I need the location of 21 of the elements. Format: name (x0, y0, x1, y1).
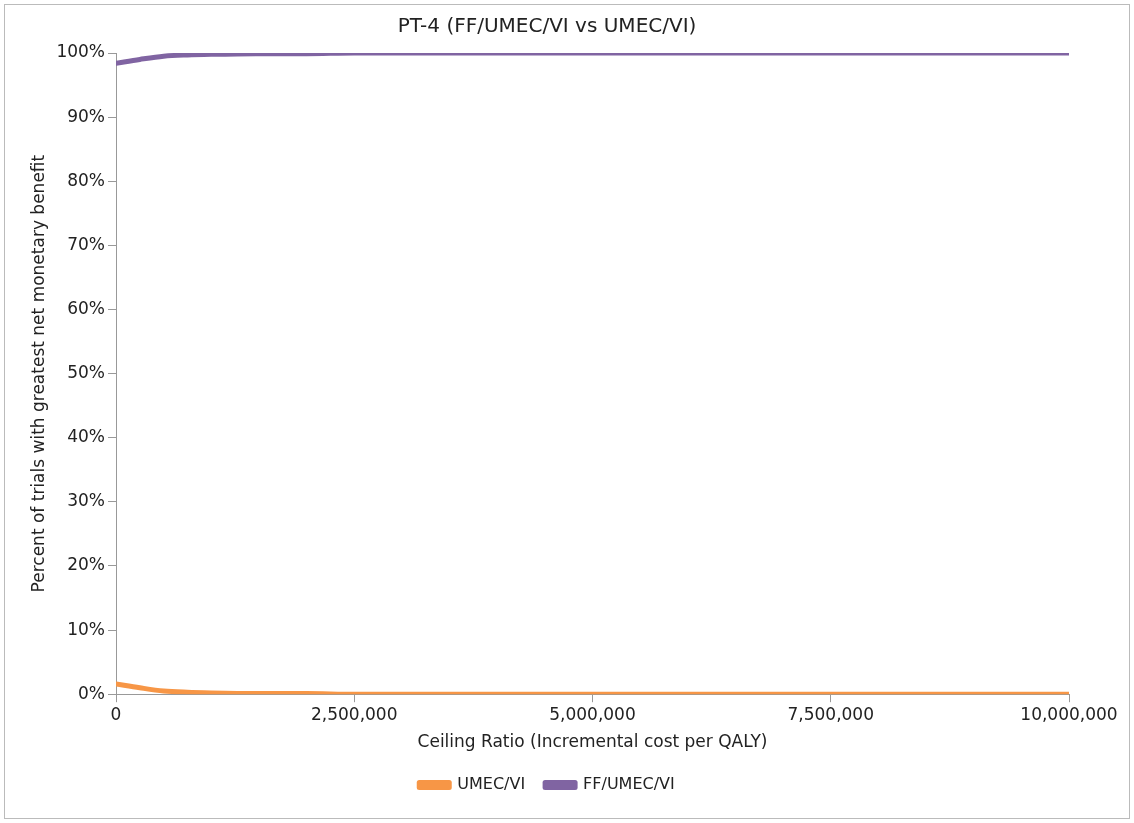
y-tick-label: 80% (67, 169, 105, 190)
y-tick-label: 70% (67, 233, 105, 254)
x-tick-label: 2,500,000 (310, 703, 398, 724)
x-tick-label: 7,500,000 (787, 703, 875, 724)
y-tick-label: 10% (67, 618, 105, 639)
x-axis-title: Ceiling Ratio (Incremental cost per QALY) (417, 731, 768, 752)
x-tick-label: 0 (110, 703, 122, 724)
legend-label: UMEC/VI (457, 774, 526, 794)
y-axis-title: Percent of trials with greatest net monetary benefit (27, 154, 48, 593)
y-tick-label: 40% (67, 426, 105, 447)
y-tick-label: 90% (67, 105, 105, 126)
chart-title: PT-4 (FF/UMEC/VI vs UMEC/VI) (397, 13, 697, 38)
y-tick-label: 20% (67, 554, 105, 575)
x-tick-label: 10,000,000 (1020, 703, 1118, 724)
y-tick-label: 0% (78, 682, 105, 703)
y-tick-label: 60% (67, 297, 105, 318)
x-tick-label: 5,000,000 (549, 703, 636, 724)
legend-label: FF/UMEC/VI (583, 774, 675, 794)
y-tick-label: 50% (67, 362, 105, 383)
y-tick-label: 100% (56, 41, 105, 62)
y-tick-label: 30% (67, 490, 105, 511)
